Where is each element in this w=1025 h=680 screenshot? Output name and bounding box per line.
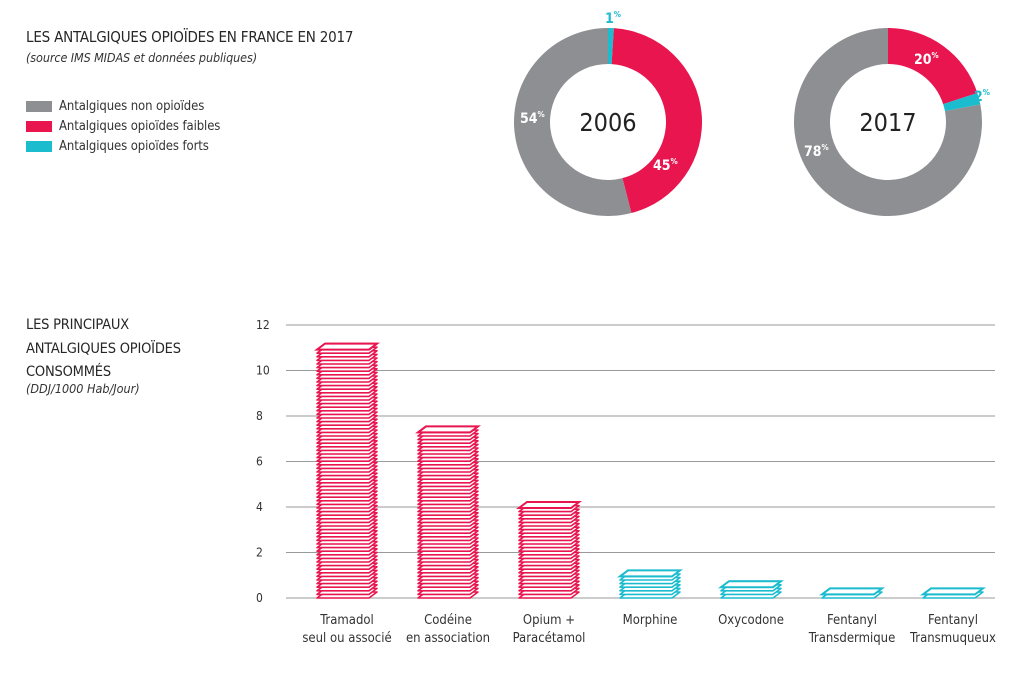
bar-6	[920, 587, 986, 599]
legend-swatch-weak-opioid	[26, 120, 52, 132]
bar-0	[314, 342, 380, 599]
donut-2006-slice-0	[608, 28, 614, 65]
donut-chart-2006: 1%45%54% 2006	[513, 10, 702, 217]
donut-2017-center-label: 2017	[859, 108, 916, 137]
x-category-label-4: Oxycodone	[718, 613, 784, 628]
bar-3	[617, 569, 683, 599]
legend-label-weak-opioid: Antalgiques opioïdes faibles	[59, 118, 221, 134]
bar-4	[718, 580, 784, 599]
donut-2006-slice-label-0: 1%	[605, 10, 621, 27]
legend-swatch-strong-opioid	[26, 140, 52, 152]
x-category-label-0: Tramadol seul ou associé	[302, 613, 391, 646]
bar-section-subtitle: (DDJ/1000 Hab/Jour)	[26, 381, 140, 396]
bar-1	[415, 425, 481, 599]
legend-label-strong-opioid: Antalgiques opioïdes forts	[59, 138, 209, 154]
legend-item-strong-opioid: Antalgiques opioïdes forts	[26, 136, 220, 156]
y-tick-label-8: 8	[256, 409, 263, 423]
bar-5	[819, 587, 885, 599]
bar-section-title-line-1: LES PRINCIPAUX	[26, 317, 129, 333]
y-tick-label-12: 12	[256, 318, 270, 332]
bar-2	[516, 501, 582, 599]
legend-swatch-non-opioid	[26, 100, 52, 112]
legend: Antalgiques non opioïdes Antalgiques opi…	[26, 96, 220, 156]
x-category-label-2: Opium + Paracétamol	[513, 613, 586, 646]
donut-2006-slice-2	[513, 28, 632, 217]
x-category-label-1: Codéine en association	[406, 613, 490, 646]
donut-2017-slice-0	[888, 28, 978, 105]
bar-section-title-line-2: ANTALGIQUES OPIOÏDES	[26, 340, 181, 357]
donut-2017-slice-1	[943, 92, 981, 112]
legend-item-weak-opioid: Antalgiques opioïdes faibles	[26, 116, 220, 136]
y-tick-label-4: 4	[256, 500, 263, 514]
donut-2017-slice-label-1: 2%	[974, 88, 990, 105]
donut-2006-center-label: 2006	[579, 108, 636, 137]
x-category-label-3: Morphine	[623, 613, 678, 628]
donut-section-title: LES ANTALGIQUES OPIOÏDES EN FRANCE EN 20…	[26, 28, 354, 46]
bar-section-title-line-3: CONSOMMÉS	[26, 364, 111, 380]
bar-chart: 0 2 4 6 8 10 12 Tramadol seul ou associé Codéine e…	[256, 318, 996, 646]
y-tick-label-10: 10	[256, 364, 270, 378]
donut-chart-2017: 20%2%78%2017	[794, 28, 990, 216]
bar-section-title: LES PRINCIPAUX ANTALGIQUES OPIOÏDES CONS…	[26, 314, 256, 385]
donut-2006-slice-1	[611, 28, 702, 214]
legend-label-non-opioid: Antalgiques non opioïdes	[59, 98, 205, 114]
y-tick-label-0: 0	[256, 591, 263, 605]
donut-section-subtitle: (source IMS MIDAS et données publiques)	[26, 50, 258, 65]
y-tick-label-6: 6	[256, 455, 263, 469]
x-category-label-5: Fentanyl Transdermique	[808, 613, 896, 646]
donut-2017-slice-2	[794, 28, 982, 216]
x-category-label-6: Fentanyl Transmuqueux	[909, 613, 996, 646]
y-tick-label-2: 2	[256, 546, 263, 560]
legend-item-non-opioid: Antalgiques non opioïdes	[26, 96, 220, 116]
